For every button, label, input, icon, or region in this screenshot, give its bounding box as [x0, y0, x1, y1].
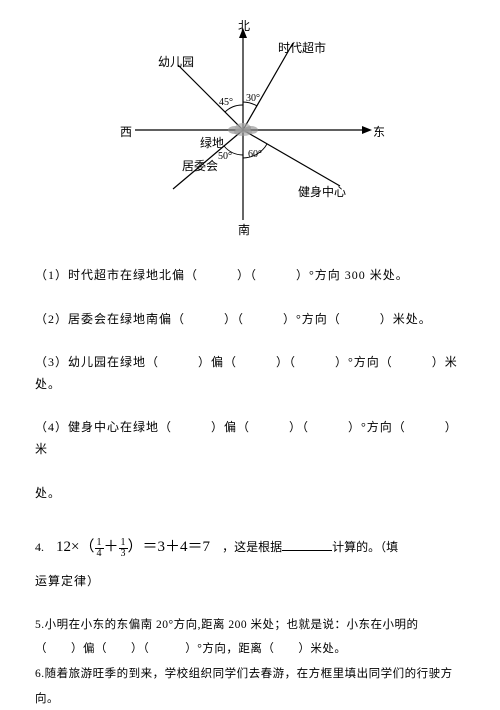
question-1: （1）时代超市在绿地北偏（ ）（ ）°方向 300 米处。: [35, 265, 465, 287]
question-3: （3）幼儿园在绿地（ ）偏（ ）（ ）°方向（ ）米处。: [35, 352, 465, 395]
question-6b: 向。: [35, 689, 465, 710]
angle-30: 30°: [246, 90, 260, 108]
question-4b: 处。: [35, 483, 465, 505]
label-east: 东: [373, 122, 385, 144]
angle-45: 45°: [219, 94, 233, 112]
question-4-math-line2: 运算定律）: [35, 571, 465, 593]
label-gym: 健身中心: [298, 182, 346, 204]
frac1-den: 4: [95, 549, 104, 559]
label-committee: 居委会: [182, 156, 218, 178]
question-2: （2）居委会在绿地南偏（ ）（ ）°方向（ ）米处。: [35, 309, 465, 331]
q4-tail2: 计算的。（填: [332, 540, 398, 554]
blank-fill: [282, 539, 332, 551]
label-south: 南: [238, 220, 250, 242]
question-5a: 5.小明在小东的东偏南 20°方向,距离 200 米处；也就是说：小东在小明的: [35, 615, 465, 636]
paren-close: ）: [128, 539, 143, 555]
question-4a: （4）健身中心在绿地（ ）偏（ ）（ ）°方向（ ）米: [35, 417, 465, 460]
compass-diagram: 北 南 东 西 幼儿园 时代超市 绿地 居委会 健身中心 45° 30° 50°…: [110, 20, 390, 240]
label-north: 北: [238, 16, 250, 38]
question-5b: （ ）偏（ ）（ ）°方向，距离（ ）米处。: [35, 639, 465, 660]
math-expr-b: ＝3＋4＝7: [143, 539, 211, 555]
label-west: 西: [120, 122, 132, 144]
q4-tail: ，这是根据: [222, 540, 282, 554]
question-4-math: 4. 12×（14＋13）＝3＋4＝7 ，这是根据 计算的。（填: [35, 534, 465, 561]
angle-60: 60°: [248, 146, 262, 164]
label-kindergarten: 幼儿园: [158, 52, 194, 74]
math-expr-a: 12×: [56, 539, 79, 555]
paren-open: （: [79, 539, 94, 555]
question-6a: 6.随着旅游旺季的到来，学校组织同学们去春游，在方框里填出同学们的行驶方: [35, 664, 465, 685]
plus-sign: ＋: [104, 539, 119, 555]
q4-prefix: 4.: [35, 540, 56, 554]
frac-2: 13: [119, 538, 128, 559]
frac-1: 14: [95, 538, 104, 559]
diagram-svg: [110, 20, 390, 240]
frac2-den: 3: [119, 549, 128, 559]
angle-50: 50°: [218, 148, 232, 166]
label-supermarket: 时代超市: [278, 38, 326, 60]
